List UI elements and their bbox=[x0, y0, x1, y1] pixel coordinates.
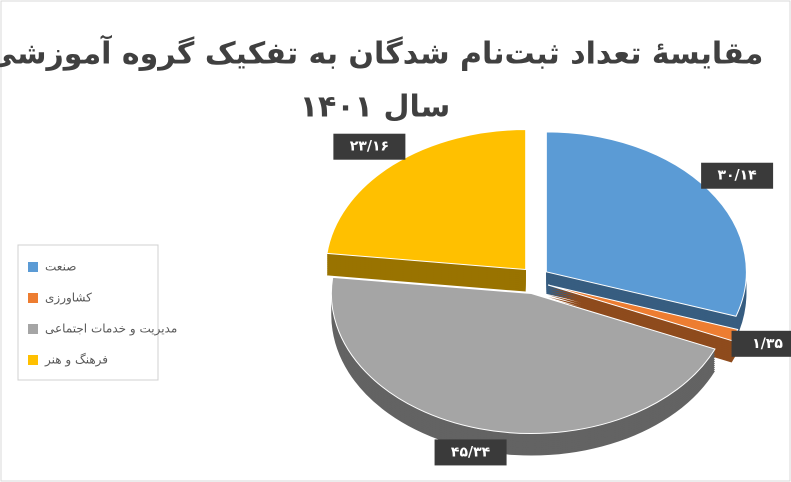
data-label-box bbox=[731, 330, 791, 357]
legend-swatch bbox=[28, 355, 38, 365]
slice-side bbox=[548, 289, 738, 345]
slice-side bbox=[548, 291, 738, 347]
legend-label: فرهنگ و هنر bbox=[44, 353, 108, 368]
legend-label: کشاورزی bbox=[45, 291, 92, 306]
slice-side bbox=[548, 287, 738, 343]
data-label: ۴۵/۳۴ bbox=[451, 444, 491, 460]
slice-side bbox=[548, 297, 738, 353]
slice-side bbox=[548, 295, 738, 351]
slice bbox=[326, 129, 527, 271]
legend-label: مدیریت و خدمات اجتماعی bbox=[45, 322, 177, 337]
chart-subtitle: سال ۱۴۰۱ bbox=[300, 90, 451, 125]
chart-title: مقایسهٔ تعداد ثبت‌نام شدگان به تفکیک گرو… bbox=[0, 35, 763, 72]
legend-swatch bbox=[28, 262, 38, 272]
legend-swatch bbox=[28, 324, 38, 334]
data-label-box bbox=[333, 133, 406, 160]
slice bbox=[330, 276, 716, 435]
slice-side bbox=[548, 293, 738, 349]
data-label: ۳۰/۱۴ bbox=[717, 168, 757, 184]
legend-label: صنعت bbox=[45, 260, 76, 274]
data-label-box bbox=[434, 439, 507, 466]
data-label: ۱/۳۵ bbox=[752, 336, 783, 352]
data-label: ۲۳/۱۶ bbox=[350, 139, 389, 155]
legend-swatch bbox=[28, 293, 38, 303]
slice bbox=[545, 131, 747, 317]
legend-box bbox=[17, 244, 159, 381]
data-label-box bbox=[701, 162, 774, 189]
